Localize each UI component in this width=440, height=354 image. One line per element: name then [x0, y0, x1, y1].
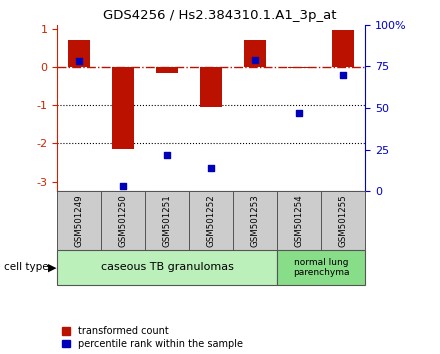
FancyBboxPatch shape: [277, 250, 365, 285]
Text: cell type: cell type: [4, 262, 49, 272]
Point: [252, 57, 259, 63]
Bar: [112, 67, 134, 149]
Point: [208, 165, 215, 171]
Bar: [288, 67, 310, 68]
FancyBboxPatch shape: [321, 191, 365, 250]
Text: GSM501253: GSM501253: [251, 194, 260, 247]
Legend: transformed count, percentile rank within the sample: transformed count, percentile rank withi…: [62, 326, 242, 349]
Text: GSM501254: GSM501254: [295, 194, 304, 247]
Point: [76, 58, 83, 64]
Bar: [332, 30, 354, 67]
Text: ▶: ▶: [48, 262, 56, 272]
Point: [164, 152, 171, 158]
Point: [296, 110, 303, 116]
Text: caseous TB granulomas: caseous TB granulomas: [101, 262, 234, 272]
Text: GSM501250: GSM501250: [119, 194, 128, 247]
Bar: [156, 67, 178, 73]
FancyBboxPatch shape: [189, 191, 233, 250]
Text: GDS4256 / Hs2.384310.1.A1_3p_at: GDS4256 / Hs2.384310.1.A1_3p_at: [103, 9, 337, 22]
Point: [340, 72, 347, 78]
FancyBboxPatch shape: [57, 250, 277, 285]
FancyBboxPatch shape: [145, 191, 189, 250]
FancyBboxPatch shape: [277, 191, 321, 250]
Text: GSM501249: GSM501249: [75, 194, 84, 247]
FancyBboxPatch shape: [101, 191, 145, 250]
Bar: [244, 40, 266, 67]
Text: GSM501255: GSM501255: [339, 194, 348, 247]
Text: GSM501251: GSM501251: [163, 194, 172, 247]
FancyBboxPatch shape: [233, 191, 277, 250]
Point: [120, 183, 127, 189]
Text: GSM501252: GSM501252: [207, 194, 216, 247]
Bar: [68, 40, 90, 67]
Bar: [200, 67, 222, 107]
Text: normal lung
parenchyma: normal lung parenchyma: [293, 258, 349, 277]
FancyBboxPatch shape: [57, 191, 101, 250]
